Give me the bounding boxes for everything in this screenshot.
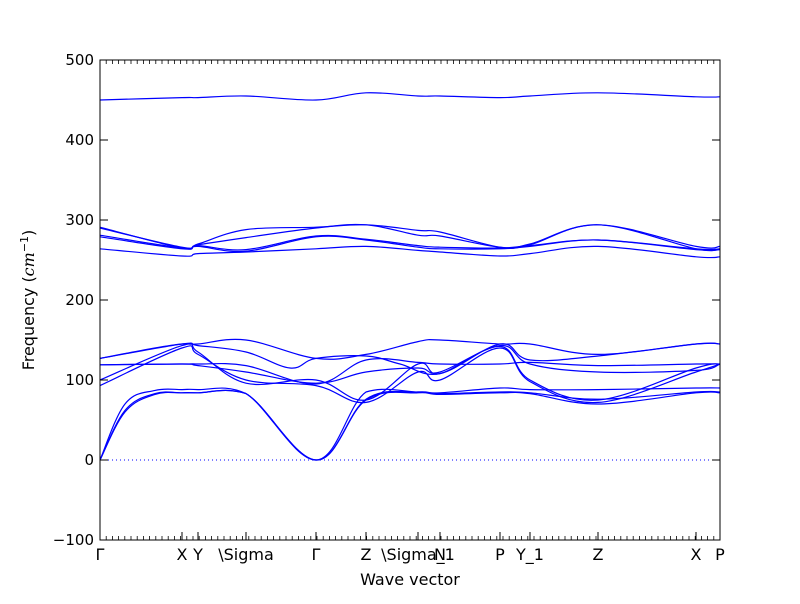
x-axis: Γ X Y \Sigma Γ Z \Sigma_1N P Y_1 Z X P xyxy=(96,532,725,565)
x-tick-label: P xyxy=(495,545,505,564)
x-tick-label: X xyxy=(177,545,188,564)
y-tick-label: 200 xyxy=(65,291,94,309)
minor-ticks xyxy=(99,60,721,540)
y-tick-label: 400 xyxy=(65,131,94,149)
band-line-14 xyxy=(99,389,721,461)
x-tick-label: P xyxy=(715,545,725,564)
band-line-9 xyxy=(99,358,721,385)
x-tick-label: Z xyxy=(593,545,604,564)
band-line-10 xyxy=(99,344,721,384)
x-axis-label: Wave vector xyxy=(360,570,460,589)
x-tick-label: Y xyxy=(192,545,203,564)
band-line-8 xyxy=(99,342,721,375)
y-axis-label-unit: cm xyxy=(19,252,38,276)
y-tick-label: 300 xyxy=(65,211,94,229)
x-tick-label: Γ xyxy=(96,545,105,564)
y-axis-label-exp: −1 xyxy=(18,236,31,252)
x-tick-label: X xyxy=(691,545,702,564)
x-tick-label: \Sigma xyxy=(218,545,274,564)
x-tick-label: \Sigma_1 xyxy=(381,545,455,565)
x-tick-label: N xyxy=(434,545,446,564)
x-tick-label: Γ xyxy=(312,545,321,564)
y-tick-label: 500 xyxy=(65,51,94,69)
band-line-5 xyxy=(99,235,721,253)
y-axis-label-text: Frequency ( xyxy=(19,276,38,370)
y-tick-label: 100 xyxy=(65,371,94,389)
x-tick-label: Z xyxy=(361,545,372,564)
y-tick-label: −100 xyxy=(53,531,94,549)
y-axis-label: Frequency (cm−1) xyxy=(18,230,39,371)
band-line-3 xyxy=(99,223,721,252)
y-axis-label-close: ) xyxy=(19,230,38,236)
band-line-1 xyxy=(99,92,721,101)
band-lines xyxy=(99,92,721,461)
x-tick-label: Y_1 xyxy=(515,545,544,565)
band-line-6 xyxy=(99,245,721,259)
band-line-12 xyxy=(99,345,721,404)
y-tick-label: 0 xyxy=(84,451,94,469)
band-line-15 xyxy=(99,389,721,461)
band-line-2 xyxy=(99,224,721,250)
plot-frame xyxy=(99,59,721,541)
band-line-13 xyxy=(99,387,721,461)
y-axis: −100 0 100 200 300 400 500 xyxy=(53,51,720,549)
